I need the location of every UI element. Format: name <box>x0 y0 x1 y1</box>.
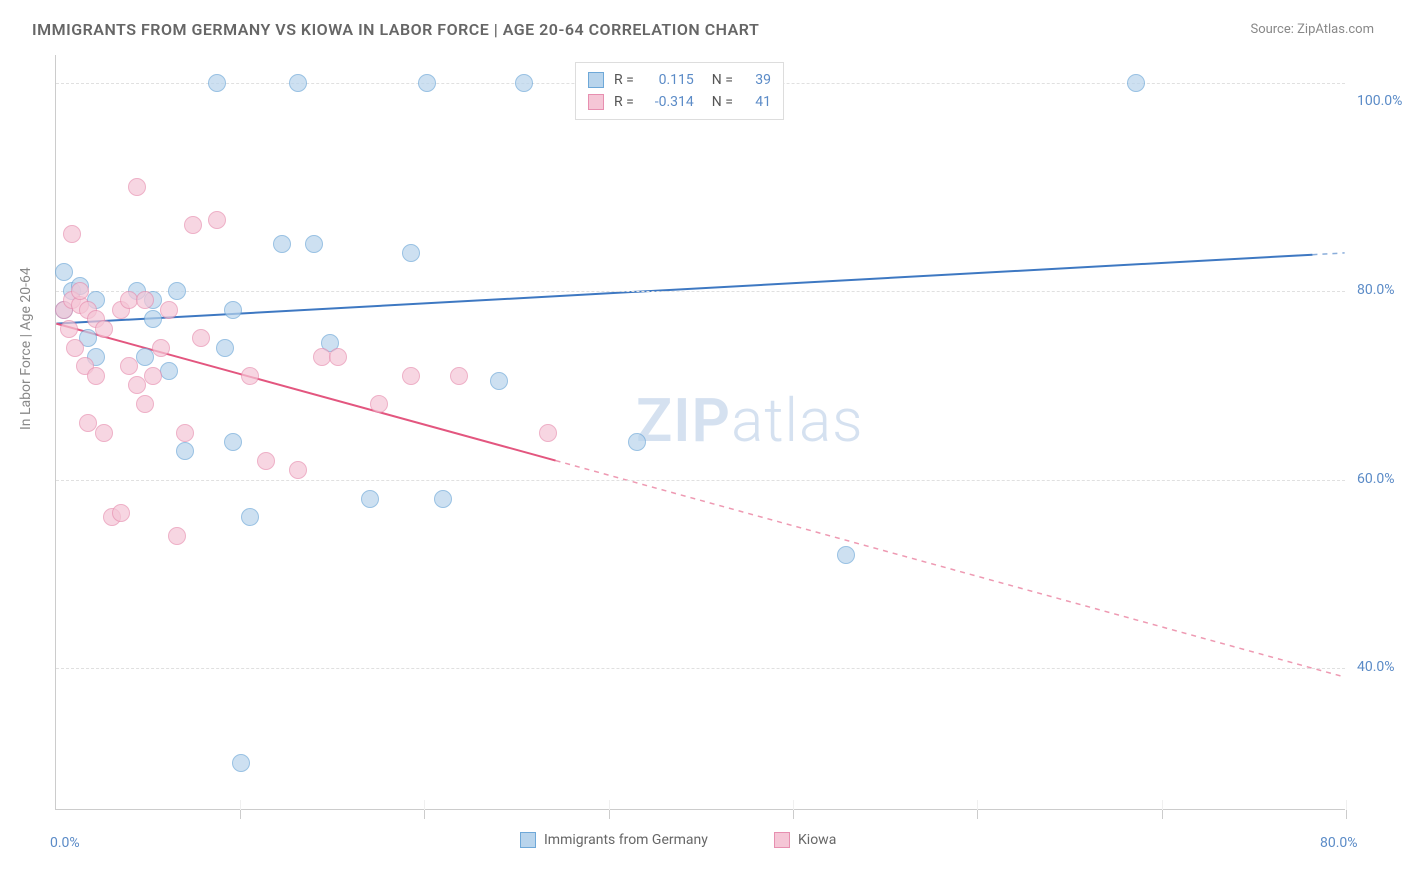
legend-r-value: 0.115 <box>644 69 694 91</box>
data-point <box>1127 74 1145 92</box>
y-tick-label: 60.0% <box>1357 471 1395 487</box>
data-point <box>71 282 89 300</box>
data-point <box>136 291 154 309</box>
data-point <box>63 225 81 243</box>
legend-n-label: N = <box>712 91 733 113</box>
tick-vertical <box>977 809 978 819</box>
data-point <box>176 424 194 442</box>
data-point <box>184 216 202 234</box>
chart-container: IMMIGRANTS FROM GERMANY VS KIOWA IN LABO… <box>0 0 1406 892</box>
data-point <box>128 376 146 394</box>
data-point <box>628 433 646 451</box>
watermark: ZIPatlas <box>636 385 864 456</box>
chart-header: IMMIGRANTS FROM GERMANY VS KIOWA IN LABO… <box>32 20 1374 39</box>
data-point <box>515 74 533 92</box>
data-point <box>60 320 78 338</box>
data-point <box>539 424 557 442</box>
chart-title: IMMIGRANTS FROM GERMANY VS KIOWA IN LABO… <box>32 20 759 39</box>
tick-vertical <box>424 809 425 819</box>
data-point <box>168 527 186 545</box>
data-point <box>289 74 307 92</box>
data-point <box>329 348 347 366</box>
data-point <box>370 395 388 413</box>
data-point <box>66 339 84 357</box>
data-point <box>361 490 379 508</box>
data-point <box>241 508 259 526</box>
data-point <box>224 301 242 319</box>
data-point <box>289 461 307 479</box>
data-point <box>136 395 154 413</box>
data-point <box>168 282 186 300</box>
tick-vertical <box>240 809 241 819</box>
tick-vertical <box>609 809 610 819</box>
data-point <box>418 74 436 92</box>
series-legend-item: Immigrants from Germany <box>520 832 708 848</box>
tick-vertical <box>1162 809 1163 819</box>
data-point <box>232 754 250 772</box>
legend-n-label: N = <box>712 69 733 91</box>
data-point <box>837 546 855 564</box>
data-point <box>87 367 105 385</box>
data-point <box>160 301 178 319</box>
legend-swatch <box>588 94 604 110</box>
data-point <box>450 367 468 385</box>
legend-swatch <box>520 832 536 848</box>
data-point <box>160 362 178 380</box>
data-point <box>208 211 226 229</box>
data-point <box>128 178 146 196</box>
y-tick-label: 40.0% <box>1357 659 1395 675</box>
correlation-legend: R = 0.115 N = 39 R = -0.314 N = 41 <box>575 62 784 120</box>
tick-vertical <box>793 809 794 819</box>
source-label: Source: ZipAtlas.com <box>1250 22 1374 37</box>
legend-n-value: 41 <box>743 91 771 113</box>
legend-swatch <box>588 72 604 88</box>
data-point <box>224 433 242 451</box>
gridline-horizontal <box>56 480 1345 481</box>
data-point <box>95 424 113 442</box>
y-axis-label: In Labor Force | Age 20-64 <box>18 267 34 430</box>
legend-row: R = -0.314 N = 41 <box>588 91 771 113</box>
data-point <box>434 490 452 508</box>
x-tick-label: 0.0% <box>50 835 80 851</box>
legend-r-label: R = <box>614 69 634 91</box>
data-point <box>273 235 291 253</box>
data-point <box>208 74 226 92</box>
data-point <box>176 442 194 460</box>
data-point <box>136 348 154 366</box>
chart-plot-area: ZIPatlas <box>55 55 1345 810</box>
data-point <box>241 367 259 385</box>
data-point <box>120 357 138 375</box>
series-legend-item: Kiowa <box>774 832 836 848</box>
y-tick-label: 100.0% <box>1357 93 1402 109</box>
data-point <box>490 372 508 390</box>
data-point <box>257 452 275 470</box>
gridline-horizontal <box>56 291 1345 292</box>
y-tick-label: 80.0% <box>1357 282 1395 298</box>
legend-r-label: R = <box>614 91 634 113</box>
data-point <box>55 263 73 281</box>
series-legend-label: Kiowa <box>798 832 836 848</box>
legend-r-value: -0.314 <box>644 91 694 113</box>
data-point <box>144 310 162 328</box>
data-point <box>402 367 420 385</box>
data-point <box>152 339 170 357</box>
gridline-horizontal <box>56 668 1345 669</box>
legend-n-value: 39 <box>743 69 771 91</box>
data-point <box>192 329 210 347</box>
data-point <box>79 414 97 432</box>
data-point <box>112 504 130 522</box>
data-point <box>402 244 420 262</box>
x-tick-label: 80.0% <box>1320 835 1358 851</box>
legend-swatch <box>774 832 790 848</box>
data-point <box>95 320 113 338</box>
legend-row: R = 0.115 N = 39 <box>588 69 771 91</box>
tick-vertical <box>1346 809 1347 819</box>
data-point <box>216 339 234 357</box>
trend-lines-svg <box>56 55 1345 809</box>
data-point <box>144 367 162 385</box>
data-point <box>305 235 323 253</box>
series-legend-label: Immigrants from Germany <box>544 832 708 848</box>
